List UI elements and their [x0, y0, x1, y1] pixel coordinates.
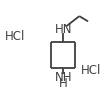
Text: HCl: HCl [5, 30, 25, 43]
Text: NH: NH [55, 71, 72, 84]
Text: HN: HN [55, 23, 72, 36]
Text: HCl: HCl [81, 64, 101, 77]
Text: H: H [59, 77, 68, 90]
